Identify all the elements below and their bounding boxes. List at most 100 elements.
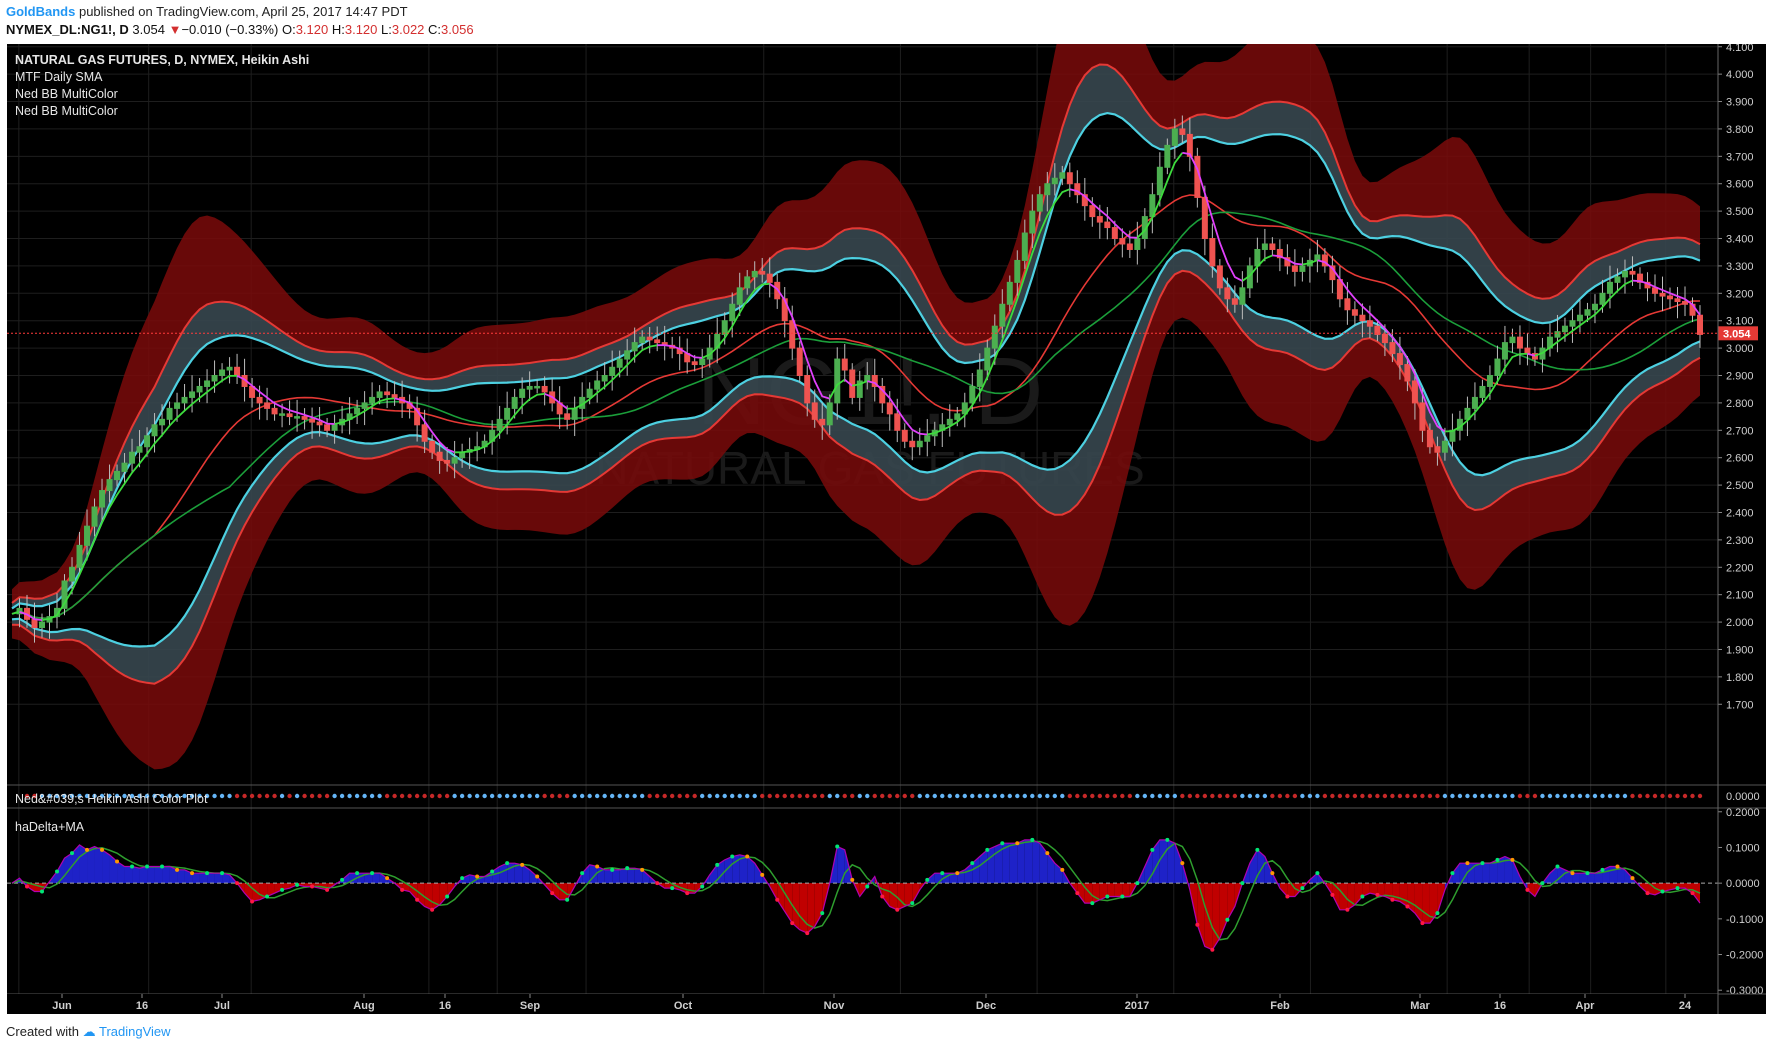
delta-dot bbox=[490, 869, 495, 874]
color-dot bbox=[654, 793, 660, 799]
tradingview-link[interactable]: TradingView bbox=[99, 1024, 171, 1039]
color-dot bbox=[647, 793, 652, 799]
color-dot bbox=[797, 793, 802, 799]
delta-area bbox=[522, 864, 530, 884]
delta-area bbox=[739, 854, 748, 884]
delta-dot bbox=[640, 867, 645, 872]
color-dot bbox=[287, 793, 292, 799]
color-dot bbox=[362, 793, 367, 799]
delta-area bbox=[912, 883, 920, 904]
price-tick-label: 3.300 bbox=[1726, 261, 1754, 273]
candle-body bbox=[699, 358, 706, 366]
color-dot bbox=[474, 793, 480, 799]
candle-body bbox=[511, 396, 518, 409]
chart-canvas[interactable]: NG1!, D NATURAL GAS FUTURES NATURAL GAS … bbox=[0, 44, 1773, 1020]
legend-indicator-1[interactable]: MTF Daily SMA bbox=[15, 70, 103, 84]
delta-area bbox=[1309, 873, 1318, 884]
delta-area bbox=[1017, 839, 1025, 884]
candle-body bbox=[361, 402, 368, 409]
color-dot bbox=[594, 793, 600, 799]
low-label: L: bbox=[381, 22, 392, 37]
heikin-color-plot bbox=[24, 793, 1703, 799]
delta-dot bbox=[655, 881, 660, 886]
candle-body bbox=[384, 391, 391, 396]
delta-area bbox=[837, 846, 845, 884]
delta-line bbox=[11, 839, 1701, 951]
color-dot bbox=[107, 793, 112, 799]
candle-body bbox=[451, 457, 458, 464]
legend-indicator-3[interactable]: Ned BB MultiColor bbox=[15, 104, 118, 118]
candle-body bbox=[991, 325, 998, 349]
color-dot bbox=[422, 793, 427, 799]
color-dot bbox=[467, 793, 472, 799]
author-link[interactable]: GoldBands bbox=[6, 4, 76, 19]
legend-indicator-2[interactable]: Ned BB MultiColor bbox=[15, 87, 118, 101]
trend-ema-line bbox=[769, 283, 830, 400]
candle-body bbox=[429, 440, 436, 453]
color-dot bbox=[159, 793, 165, 799]
color-dot bbox=[527, 793, 532, 799]
delta-area bbox=[1212, 883, 1220, 950]
candle-body bbox=[279, 413, 286, 416]
delta-area bbox=[762, 874, 770, 887]
color-dot bbox=[1120, 793, 1125, 799]
delta-dot bbox=[700, 884, 705, 889]
candle-body bbox=[1036, 194, 1043, 212]
candle-body bbox=[121, 462, 128, 472]
color-dot bbox=[1270, 793, 1275, 799]
candle-body bbox=[31, 618, 38, 629]
delta-dot bbox=[370, 871, 375, 876]
delta-dot bbox=[895, 907, 900, 912]
candle-body bbox=[984, 347, 991, 371]
color-plot-axis[interactable]: 0.0000 bbox=[1726, 791, 1760, 803]
color-dot bbox=[1105, 793, 1110, 799]
candle-body bbox=[1411, 380, 1418, 404]
delta-area bbox=[979, 849, 988, 884]
delta-dot bbox=[595, 864, 600, 869]
color-dot bbox=[1480, 793, 1485, 799]
candle-body bbox=[1021, 232, 1028, 261]
time-axis[interactable]: Jun 16 Jul Aug 16 Sep Oct Nov Dec 2017 Feb Mar 16 Apr… bbox=[7, 994, 1718, 1014]
price-axis[interactable]: 4.100 4.000 3.900 3.800 3.700 3.600 3.500 3.400… bbox=[1718, 44, 1754, 711]
delta-area bbox=[1579, 873, 1588, 884]
candle-body bbox=[1351, 309, 1358, 316]
color-dot bbox=[189, 793, 195, 799]
color-dot bbox=[609, 793, 615, 799]
candle-body bbox=[61, 580, 68, 609]
tradingview-logo-icon[interactable]: ☁ bbox=[82, 1024, 96, 1039]
color-dot bbox=[452, 793, 457, 799]
color-dot bbox=[790, 793, 795, 799]
delta-area bbox=[1227, 883, 1235, 920]
candle-body bbox=[166, 407, 173, 420]
delta-dot bbox=[970, 861, 975, 866]
candle-body bbox=[1606, 281, 1613, 294]
delta-area bbox=[1107, 883, 1115, 897]
color-dot bbox=[1675, 793, 1680, 799]
delta-area bbox=[1414, 883, 1423, 924]
color-dot bbox=[1285, 793, 1290, 799]
color-dot bbox=[1360, 793, 1365, 799]
delta-dot bbox=[865, 884, 870, 889]
open-label: O: bbox=[281, 22, 296, 37]
color-dot bbox=[872, 793, 877, 799]
delta-area bbox=[1452, 863, 1460, 884]
color-dot bbox=[1540, 793, 1545, 799]
candle-body bbox=[766, 273, 773, 283]
color-dot bbox=[707, 793, 712, 799]
trend-ema-line bbox=[1182, 151, 1243, 282]
lower-cyan-line bbox=[11, 249, 1701, 648]
trend-ema-line bbox=[1317, 259, 1446, 433]
color-dot bbox=[752, 793, 757, 799]
delta-area bbox=[462, 874, 470, 884]
delta-dot bbox=[520, 862, 525, 867]
color-dot bbox=[1375, 793, 1380, 799]
color-dot bbox=[970, 793, 975, 799]
candle-body bbox=[444, 459, 451, 464]
delta-area bbox=[1572, 873, 1580, 884]
delta-dot bbox=[1285, 894, 1290, 899]
time-tick-label: Aug bbox=[353, 1000, 374, 1012]
delta-area bbox=[1077, 883, 1085, 904]
time-tick-label: 16 bbox=[439, 1000, 451, 1012]
color-dot bbox=[377, 793, 382, 799]
color-dot bbox=[32, 793, 37, 799]
